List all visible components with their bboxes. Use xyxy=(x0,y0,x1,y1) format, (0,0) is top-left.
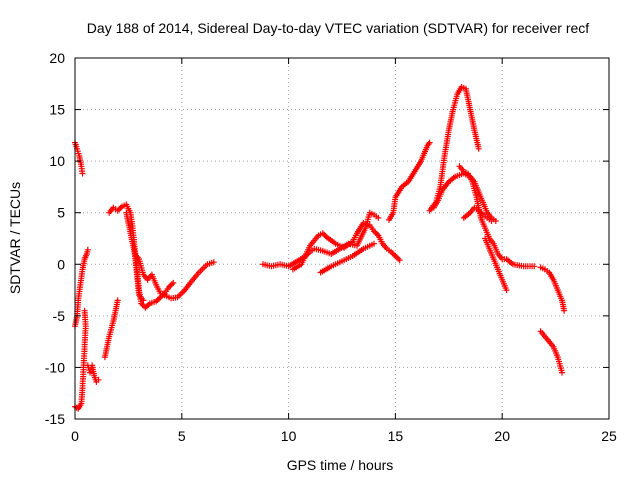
y-tick-label: 15 xyxy=(49,102,65,118)
x-tick-label: 10 xyxy=(281,428,297,444)
series-arc-q xyxy=(482,235,510,294)
chart-title: Day 188 of 2014, Sidereal Day-to-day VTE… xyxy=(87,20,589,36)
series-arc-g xyxy=(131,251,217,302)
grid xyxy=(75,58,609,419)
series-arc-f xyxy=(106,201,177,311)
x-axis-label: GPS time / hours xyxy=(287,457,394,473)
series-arc-a xyxy=(72,139,86,177)
series-arc-h xyxy=(123,209,147,304)
series-arc-j xyxy=(289,220,403,273)
series-arc-e xyxy=(101,297,121,361)
series-arc-s xyxy=(537,328,565,376)
x-tick-label: 0 xyxy=(71,428,79,444)
y-tick-label: 20 xyxy=(49,50,65,66)
series-arc-m xyxy=(426,83,482,214)
y-tick-label: -5 xyxy=(53,308,66,324)
y-tick-label: 10 xyxy=(49,153,65,169)
y-tick-label: -15 xyxy=(45,411,65,427)
series-arc-i xyxy=(260,209,382,270)
series-arc-p xyxy=(456,163,538,270)
series-arc-r xyxy=(537,264,568,314)
x-tick-label: 15 xyxy=(388,428,404,444)
x-tick-label: 5 xyxy=(178,428,186,444)
x-tick-label: 25 xyxy=(601,428,617,444)
ticks xyxy=(74,57,610,420)
y-tick-label: 0 xyxy=(57,256,65,272)
series-arc-k xyxy=(317,240,377,276)
y-tick-label: 5 xyxy=(57,205,65,221)
series-layer xyxy=(72,83,568,412)
y-axis-label: SDTVAR / TECUs xyxy=(7,182,23,294)
y-tick-label: -10 xyxy=(45,359,65,375)
plot-frame xyxy=(74,57,610,420)
series-arc-d xyxy=(84,362,102,385)
tick-labels: 0 5 10 15 20 25 -15 -10 -5 0 5 10 15 20 xyxy=(45,50,617,444)
x-tick-label: 20 xyxy=(494,428,510,444)
series-arc-l xyxy=(386,139,433,223)
